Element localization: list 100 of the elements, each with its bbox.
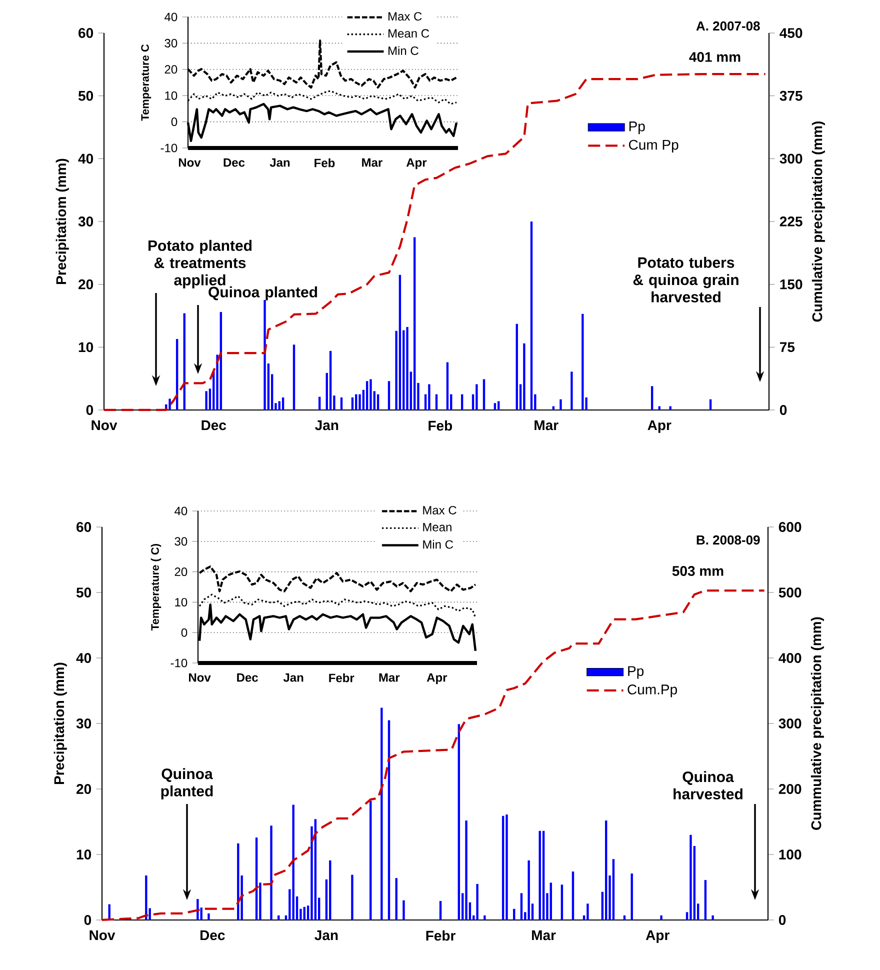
bar (340, 397, 343, 410)
bar (560, 884, 564, 920)
bar (145, 875, 148, 920)
y2-tick-label: 200 (778, 784, 802, 794)
bar (476, 384, 478, 410)
y-tick-label: 40 (164, 12, 178, 22)
bar (292, 344, 296, 410)
y2-tick-label: 150 (780, 279, 802, 290)
bar (270, 826, 272, 920)
y-tick-label: 0 (86, 405, 94, 415)
legend-label: Cum Pp (629, 140, 678, 153)
y-tick-label: -10 (170, 658, 188, 668)
bar (428, 384, 430, 410)
y2-tick-label: 225 (780, 216, 802, 226)
bar (552, 406, 555, 410)
x-tick-label: Febr (329, 673, 354, 682)
x-tick-label: Apr (648, 420, 672, 433)
bar (690, 834, 692, 920)
y-tick-label: 0 (84, 915, 92, 925)
y-tick-label: 30 (164, 38, 178, 48)
bar (482, 379, 486, 410)
legend-label: Min C (423, 540, 454, 549)
y-tick-label: 20 (164, 65, 178, 74)
y-axis-title: Temperature ( C) (150, 544, 162, 630)
bar (658, 406, 660, 410)
x-tick-label: Apr (646, 930, 670, 943)
legend-label: Mean (423, 522, 452, 532)
bar (560, 399, 562, 410)
y-axis-title: Precipitation (mm) (54, 662, 67, 784)
y2-tick-label: 75 (780, 342, 795, 352)
y2-tick-label: 100 (779, 850, 802, 860)
x-tick-label: Feb (314, 158, 335, 168)
x-tick-label: Jan (314, 930, 338, 940)
bar (460, 394, 464, 410)
y2-tick-label: 0 (780, 405, 787, 415)
bar (612, 859, 615, 920)
y-tick-label: 40 (174, 506, 188, 516)
bar (278, 401, 280, 410)
x-tick-label: Jan (270, 158, 290, 167)
x-tick-label: Nov (92, 420, 118, 430)
y-tick-label: 40 (78, 154, 94, 164)
annotation: Quinoa planted (161, 768, 213, 800)
bar (376, 394, 380, 410)
bar (318, 396, 321, 410)
bar (550, 882, 552, 920)
bar (712, 915, 714, 920)
bar (358, 394, 361, 410)
x-tick-label: Nov (178, 158, 201, 167)
y-tick-label: 30 (174, 537, 188, 546)
bar (630, 873, 633, 920)
x-tick-label: Mar (362, 158, 382, 167)
x-tick-label: Mar (379, 673, 400, 682)
bar (538, 830, 541, 920)
bar (398, 274, 402, 410)
bar (366, 381, 368, 410)
annotation: Potato tubers & quinoa grain harvested (633, 256, 738, 302)
bar (351, 874, 354, 920)
bar (351, 397, 354, 410)
y-tick-label: 0 (171, 118, 178, 126)
bar (435, 394, 438, 410)
y-tick-label: 30 (78, 216, 94, 226)
annotation: Quinoa planted (208, 286, 318, 300)
y-tick-label: 50 (78, 90, 94, 101)
bar (530, 222, 533, 410)
bar (586, 904, 589, 920)
bar (205, 391, 208, 410)
y-tick-label: 30 (76, 718, 92, 728)
x-tick-label: Jan (283, 673, 304, 682)
y-tick-label: 40 (76, 653, 92, 663)
legend-label: Pp (629, 122, 645, 134)
bar (370, 800, 372, 920)
bar (303, 906, 306, 920)
y-tick-label: 60 (78, 28, 94, 38)
bar (370, 379, 372, 410)
annotation: 401 mm (689, 52, 740, 62)
y-tick-label: 50 (76, 588, 92, 598)
bar (572, 872, 574, 920)
bar (413, 237, 416, 410)
y-tick-label: 20 (76, 784, 92, 794)
y2-tick-label: 300 (780, 154, 802, 164)
bar (582, 314, 584, 410)
bar (542, 830, 545, 920)
bar (292, 804, 294, 920)
y2-tick-label: 500 (778, 588, 802, 598)
y-tick-label: 60 (76, 522, 92, 532)
bar (406, 327, 408, 410)
y2-tick-label: 375 (780, 90, 802, 101)
bar (704, 880, 707, 920)
chart-title: A. 2007-08 (696, 21, 760, 31)
annotation: Quinoa harvested (674, 771, 742, 800)
y-tick-label: 10 (76, 850, 92, 860)
annotation: 503 mm (672, 566, 724, 576)
x-tick-label: Dec (237, 673, 258, 682)
y-axis-title: Temperature C (141, 44, 152, 121)
bar (650, 386, 654, 410)
x-tick-label: Dec (224, 158, 245, 167)
bar (523, 343, 526, 410)
y2-tick-label: 300 (778, 718, 802, 728)
y2-tick-label: 450 (780, 28, 802, 38)
bar (282, 397, 284, 410)
